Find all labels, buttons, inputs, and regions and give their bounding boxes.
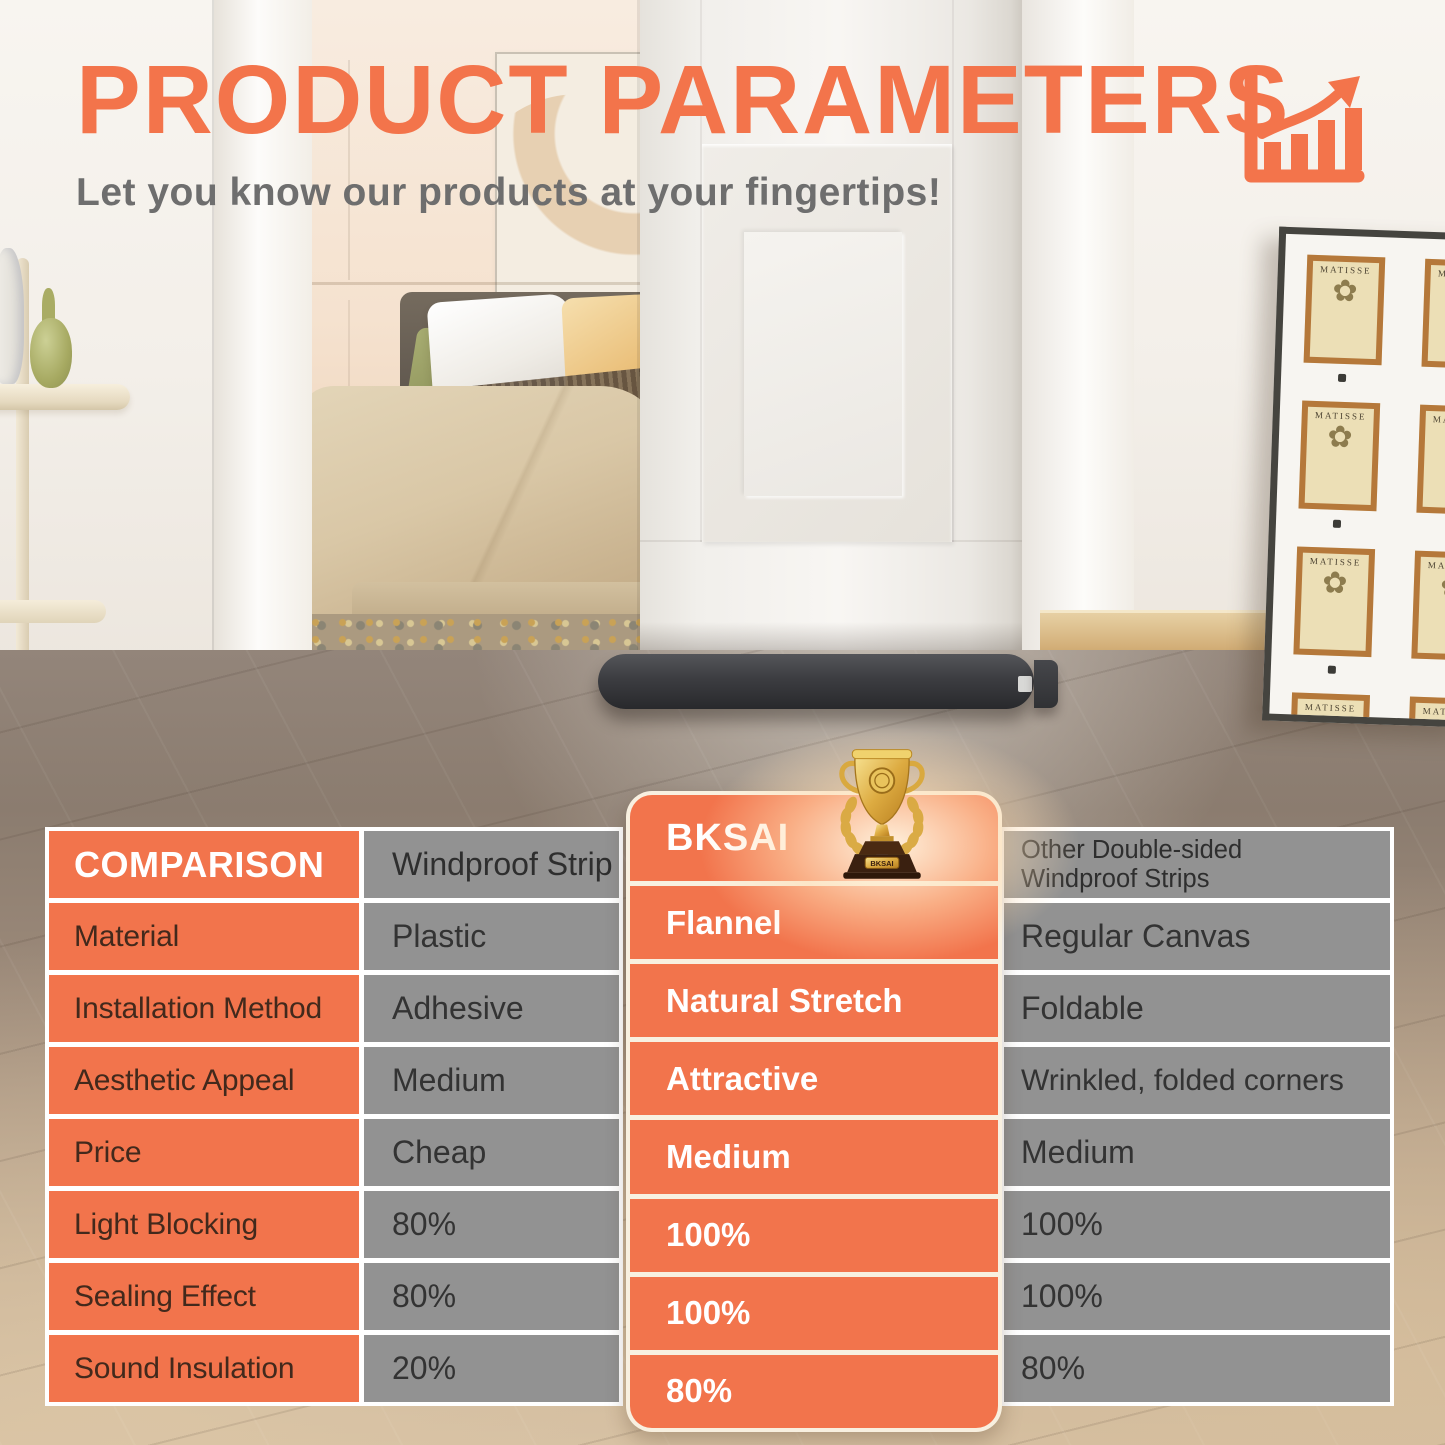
competitor2-value: 100% xyxy=(1004,1191,1390,1258)
door-stile xyxy=(700,0,702,542)
row-label: Material xyxy=(49,903,359,970)
poster-title: MATISSE xyxy=(1432,414,1445,426)
brand-column-panel: BKSAI Flannel Natural Stretch Attractive… xyxy=(626,791,1002,1432)
green-vase-neck xyxy=(42,288,55,326)
competitor1-value: Medium xyxy=(364,1047,619,1114)
competitor2-value: 80% xyxy=(1004,1335,1390,1402)
brand-value: Attractive xyxy=(630,1042,998,1116)
competitor2-header-line2: Windproof Strips xyxy=(1021,864,1210,893)
competitor1-value: 20% xyxy=(364,1335,619,1402)
shelf-board-top xyxy=(0,384,130,410)
row-label: Light Blocking xyxy=(49,1191,359,1258)
wall-art-abstract-shape xyxy=(497,94,642,294)
draft-stopper-under-door-tab xyxy=(1034,660,1058,708)
green-vase xyxy=(30,318,72,388)
draft-stopper-product xyxy=(598,654,1034,709)
leaning-poster-frame: MATISSE ✿ MATISSE ✿ MATISSE ✿ MATISSE ✿ … xyxy=(1262,226,1445,728)
competitor1-value: Adhesive xyxy=(364,975,619,1042)
trophy-plaque-text: BKSAI xyxy=(870,859,893,868)
competitor2-header: Other Double-sided Windproof Strips xyxy=(1004,831,1390,898)
flower-sketch-icon: ✿ xyxy=(1439,570,1445,605)
matisse-poster-tile: MATISSE ✿ xyxy=(1416,404,1445,516)
hero-header: PRODUCT PARAMETERS Let you know our prod… xyxy=(76,45,1291,215)
comparison-header: COMPARISON xyxy=(49,831,359,898)
page-title: PRODUCT PARAMETERS xyxy=(76,45,1291,154)
matisse-poster-tile: MATISSE ✿ xyxy=(1411,550,1445,662)
matisse-poster-tile: MATISSE ✿ xyxy=(1303,254,1386,366)
matisse-poster-tile: MATISSE ✿ xyxy=(1298,400,1381,512)
brand-value: 80% xyxy=(630,1354,998,1428)
brand-value: Flannel xyxy=(630,886,998,960)
competitor2-value: 100% xyxy=(1004,1263,1390,1330)
brand-value: Natural Stretch xyxy=(630,964,998,1038)
growth-chart-icon xyxy=(1244,69,1365,183)
trophy-icon: BKSAI xyxy=(839,749,925,879)
matisse-poster-tile: MATISSE ✿ xyxy=(1421,258,1445,370)
comparison-table-right: Other Double-sided Windproof Strips Regu… xyxy=(1000,827,1394,1406)
competitor1-value: Plastic xyxy=(364,903,619,970)
bedroom-through-doorway xyxy=(312,0,642,708)
competitor2-header-line1: Other Double-sided xyxy=(1021,836,1243,865)
competitor2-value: Wrinkled, folded corners xyxy=(1004,1047,1390,1114)
flower-sketch-icon: ✿ xyxy=(1326,420,1354,455)
competitor1-value: 80% xyxy=(364,1263,619,1330)
door-panel-inner-field xyxy=(744,232,902,496)
flower-sketch-icon: ✿ xyxy=(1435,716,1445,727)
brand-value: 100% xyxy=(630,1276,998,1350)
white-vase xyxy=(0,248,24,384)
brand-value: Medium xyxy=(630,1120,998,1194)
bedroom-wall-art xyxy=(495,52,642,308)
door-stile xyxy=(952,0,954,542)
page-subtitle: Let you know our products at your finger… xyxy=(76,170,942,214)
brand-name: BKSAI xyxy=(666,816,790,859)
row-label: Sealing Effect xyxy=(49,1263,359,1330)
draft-stopper-clip xyxy=(1018,676,1032,692)
competitor1-header: Windproof Strip xyxy=(364,831,619,898)
competitor2-value: Regular Canvas xyxy=(1004,903,1390,970)
poster-title: MATISSE xyxy=(1437,268,1445,280)
flower-sketch-icon: ✿ xyxy=(1321,566,1349,601)
brand-value: 100% xyxy=(630,1198,998,1272)
row-label: Installation Method xyxy=(49,975,359,1042)
shelf-board-middle xyxy=(0,600,106,623)
wainscot-rail xyxy=(312,282,642,285)
door-recessed-panel xyxy=(702,144,952,542)
flower-sketch-icon: ✿ xyxy=(1331,274,1359,309)
competitor1-value: Cheap xyxy=(364,1119,619,1186)
row-label: Price xyxy=(49,1119,359,1186)
row-label: Sound Insulation xyxy=(49,1335,359,1402)
matisse-poster-tile: MATISSE ✿ xyxy=(1293,546,1376,658)
wainscot-stile xyxy=(348,60,350,280)
matisse-poster-tile: MATISSE ✿ xyxy=(1406,696,1445,728)
door-frame-right xyxy=(1022,0,1134,662)
comparison-table-left: COMPARISON Windproof Strip Material Plas… xyxy=(45,827,623,1406)
competitor2-value: Foldable xyxy=(1004,975,1390,1042)
competitor2-value: Medium xyxy=(1004,1119,1390,1186)
door-frame-left xyxy=(214,0,312,704)
competitor1-value: 80% xyxy=(364,1191,619,1258)
row-label: Aesthetic Appeal xyxy=(49,1047,359,1114)
